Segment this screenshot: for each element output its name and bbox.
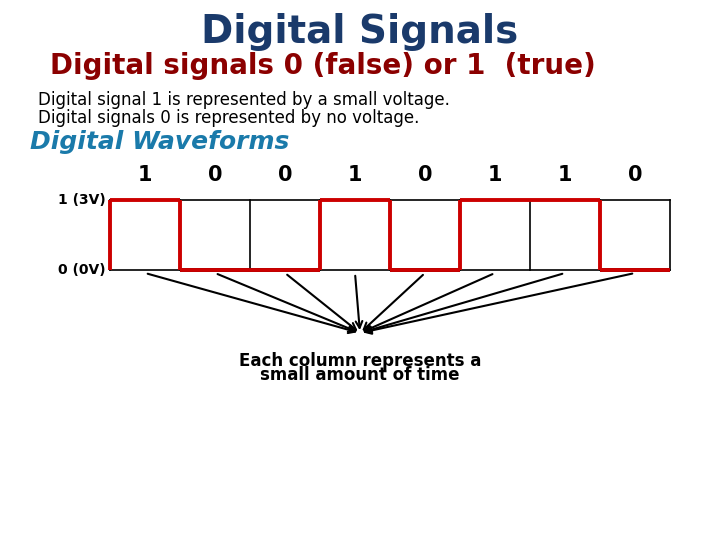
Text: 1: 1 [138, 165, 152, 185]
Text: 0: 0 [208, 165, 222, 185]
Text: Each column represents a: Each column represents a [239, 352, 481, 370]
Text: Digital Signals: Digital Signals [202, 13, 518, 51]
Text: 1 (3V): 1 (3V) [58, 193, 106, 207]
Text: 0 (0V): 0 (0V) [58, 263, 106, 277]
Text: Digital signals 0 (false) or 1  (true): Digital signals 0 (false) or 1 (true) [50, 52, 595, 80]
Text: 1: 1 [348, 165, 362, 185]
Text: 0: 0 [418, 165, 432, 185]
Text: Digital signal 1 is represented by a small voltage.: Digital signal 1 is represented by a sma… [38, 91, 450, 109]
Text: 0: 0 [278, 165, 292, 185]
Text: Digital signals 0 is represented by no voltage.: Digital signals 0 is represented by no v… [38, 109, 419, 127]
Text: 0: 0 [628, 165, 642, 185]
Text: 1: 1 [487, 165, 503, 185]
Text: Digital Waveforms: Digital Waveforms [30, 130, 289, 154]
Text: small amount of time: small amount of time [260, 366, 460, 384]
Text: 1: 1 [558, 165, 572, 185]
